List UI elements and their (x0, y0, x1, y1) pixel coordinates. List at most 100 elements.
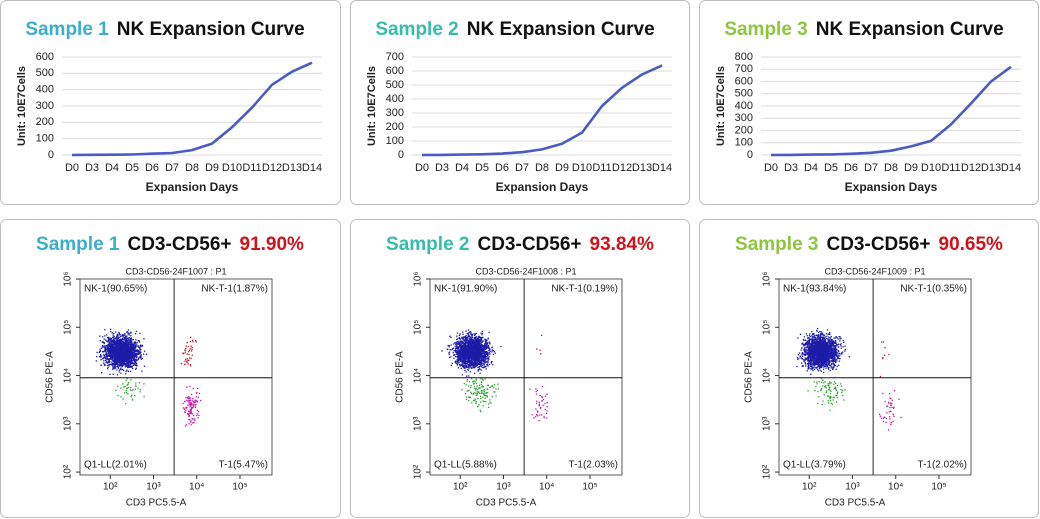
dot (463, 336, 465, 338)
dot (483, 357, 485, 359)
y-tick-label: 0 (747, 149, 753, 161)
dot (139, 332, 141, 335)
dot (183, 408, 185, 410)
y-tick-label: 600 (386, 65, 404, 77)
dot (469, 396, 471, 398)
dot (123, 334, 125, 337)
dot (191, 348, 193, 350)
x-axis-label: Expansion Days (496, 180, 589, 194)
dot (467, 349, 469, 351)
dot (112, 344, 114, 346)
dot (457, 362, 459, 364)
dot (812, 358, 814, 360)
dot (131, 351, 133, 353)
dot (115, 352, 118, 354)
dot (117, 358, 120, 360)
dot (110, 345, 112, 347)
dot (487, 353, 489, 355)
x-tick-label: D0 (764, 162, 778, 174)
dot (470, 351, 472, 353)
dot (479, 362, 481, 364)
dot (106, 360, 108, 362)
dot (476, 391, 478, 393)
dot (493, 351, 496, 353)
dot (473, 367, 476, 369)
dot (822, 336, 824, 338)
dot (464, 393, 467, 395)
dot (807, 347, 810, 350)
dot (458, 352, 461, 354)
dot (466, 366, 469, 368)
dot (475, 356, 477, 358)
dot (134, 361, 136, 363)
dot (485, 365, 487, 368)
dot (470, 392, 472, 395)
dot (107, 346, 109, 348)
dot (481, 344, 483, 346)
dot (120, 357, 122, 359)
dot (188, 414, 190, 416)
dot (475, 362, 478, 365)
dot (120, 338, 122, 340)
dot (112, 346, 114, 348)
dot (190, 408, 192, 411)
dot (125, 353, 128, 356)
dot (121, 356, 124, 358)
dot (122, 340, 124, 343)
dot (188, 415, 191, 417)
dot (189, 404, 191, 407)
dot (487, 357, 489, 359)
dot (482, 359, 485, 361)
dot (800, 349, 802, 351)
dot (476, 345, 478, 347)
dot (489, 401, 491, 403)
dot (110, 355, 112, 357)
dot (477, 366, 479, 369)
dot (483, 346, 485, 348)
dot (108, 338, 111, 340)
dot (99, 354, 102, 356)
dot (129, 344, 132, 346)
dot (469, 362, 471, 364)
dot (484, 397, 486, 399)
dot (190, 412, 193, 414)
dot (812, 338, 815, 340)
dot (478, 404, 480, 406)
dot (186, 360, 188, 362)
dot (121, 360, 124, 362)
dot (467, 361, 469, 364)
dot (483, 360, 485, 362)
dot (455, 342, 457, 344)
dot (118, 348, 121, 350)
dot (188, 419, 190, 421)
dot (111, 345, 113, 348)
dot (450, 336, 452, 338)
dot (189, 402, 192, 405)
dot (113, 347, 115, 350)
dot (467, 332, 469, 335)
quadrant-label: Q1-LL(5.88%) (434, 460, 497, 471)
dot (188, 401, 190, 403)
dot (545, 412, 548, 414)
dot (456, 335, 458, 337)
dot (457, 353, 459, 356)
dot (469, 371, 471, 373)
dot (116, 360, 118, 362)
dot (187, 413, 189, 415)
dot (100, 359, 102, 361)
dot (462, 342, 465, 344)
dot (129, 342, 131, 344)
dot (129, 340, 132, 342)
dot (462, 347, 464, 350)
dot (125, 365, 127, 367)
dot (190, 357, 192, 360)
dot (539, 349, 541, 351)
dot (120, 346, 122, 348)
dot (118, 365, 121, 367)
dot (126, 360, 128, 362)
dot (541, 396, 543, 398)
dot (459, 343, 461, 345)
dot (465, 337, 467, 339)
dot (486, 364, 488, 366)
dot (474, 348, 476, 350)
